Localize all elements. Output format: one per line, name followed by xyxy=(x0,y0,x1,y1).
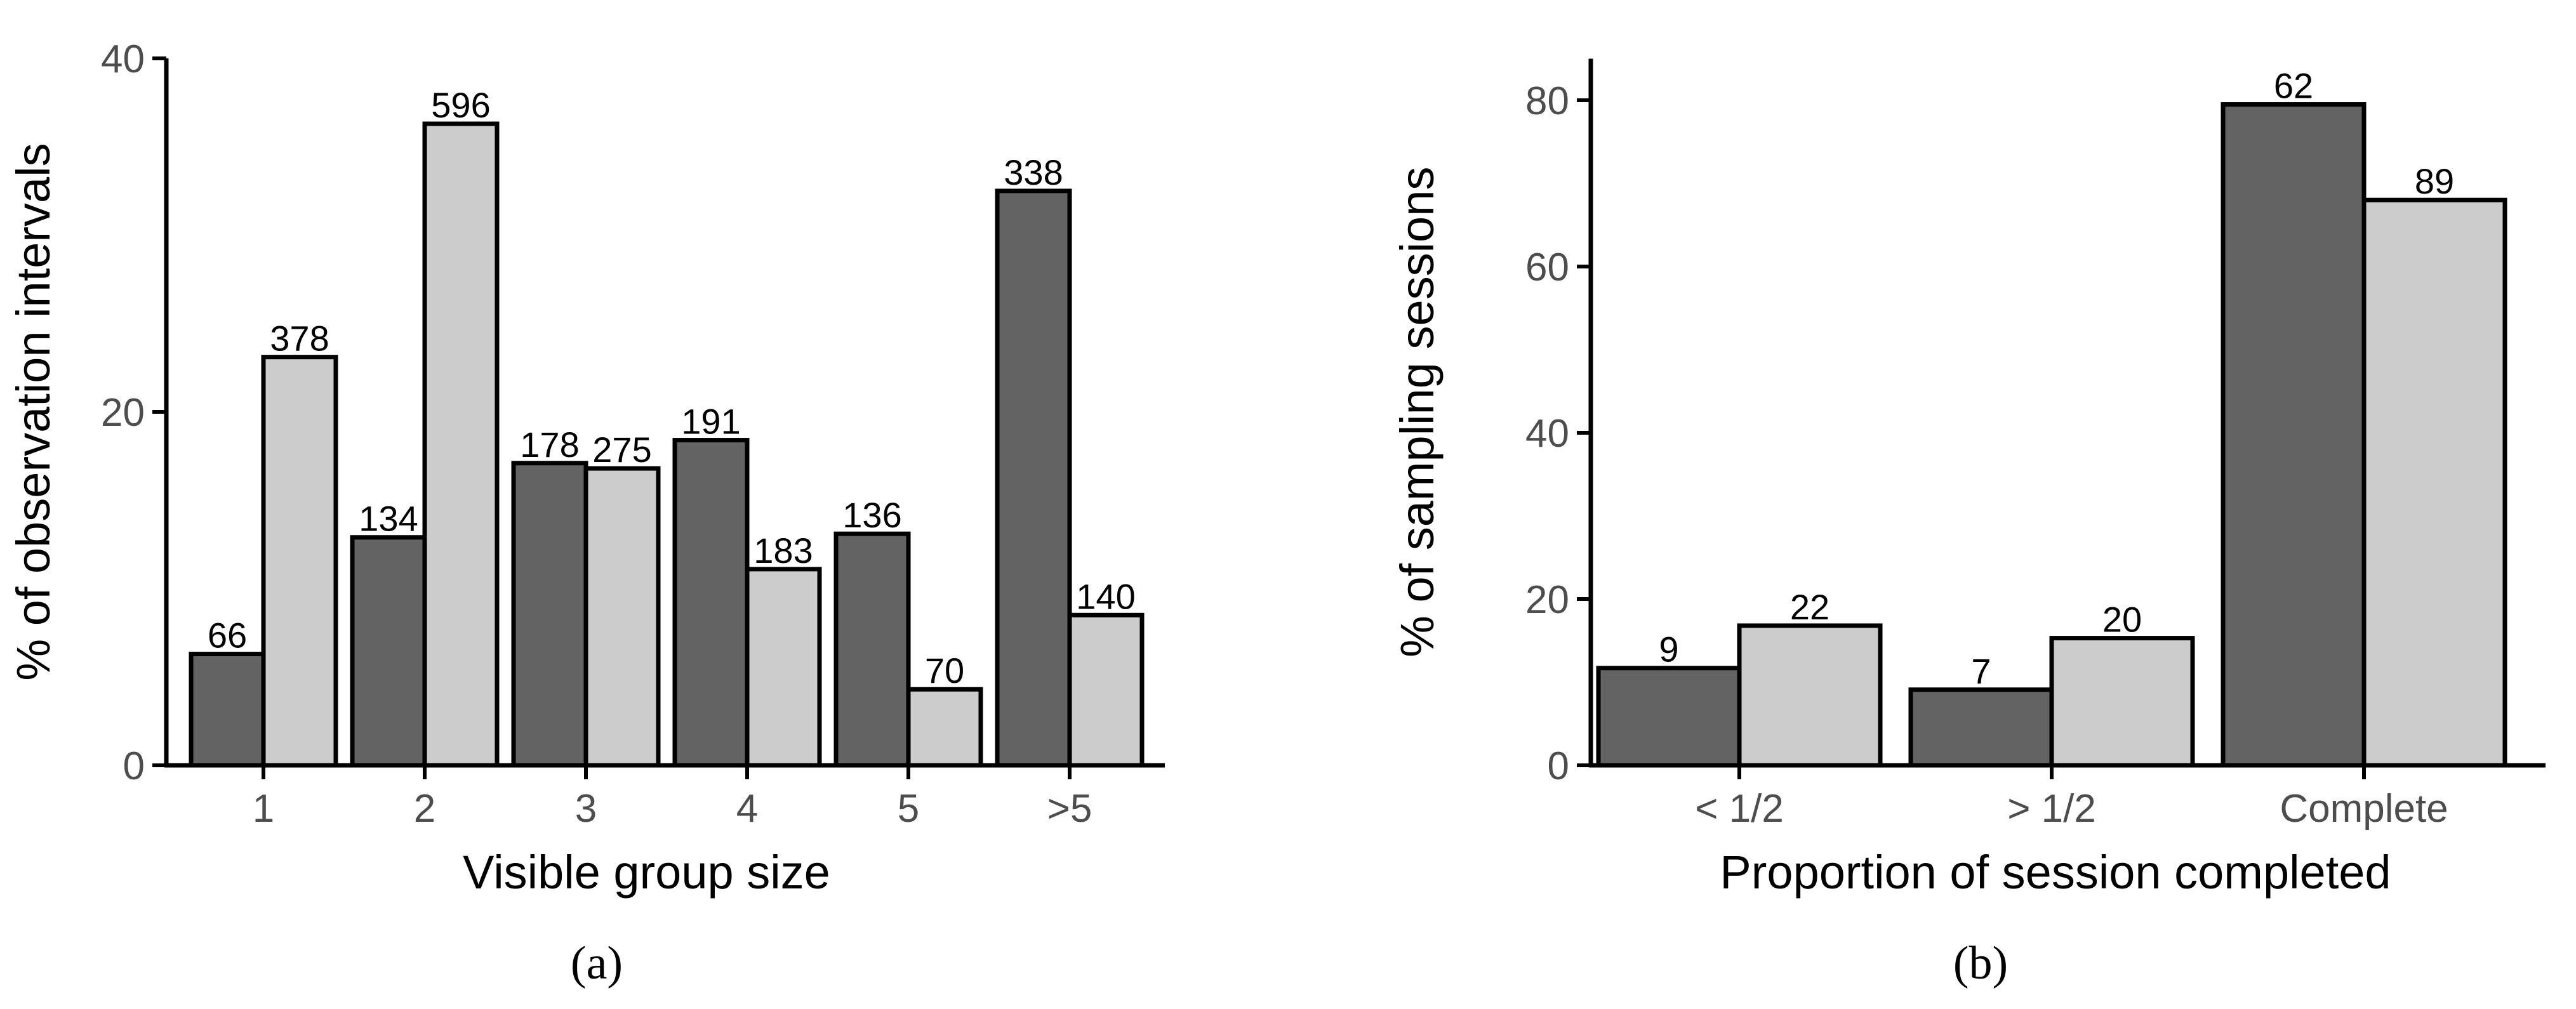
x-tick-label: 1 xyxy=(253,787,274,831)
y-tick-label: 20 xyxy=(1525,578,1569,622)
y-tick-label: 0 xyxy=(1548,744,1569,788)
x-tick-label: 2 xyxy=(414,787,435,831)
bar-dark-1 xyxy=(1908,687,2054,768)
chart-panel-a: 66 378 1 134 596 2 178 275 3 191 183 4 136 70 5 338 140 >… xyxy=(7,37,1165,989)
bar-light-4 xyxy=(906,687,983,768)
data-label: 66 xyxy=(208,616,247,656)
data-label: 191 xyxy=(681,402,740,442)
data-label: 140 xyxy=(1076,576,1135,616)
y-axis-title: % of observation intervals xyxy=(7,143,60,680)
data-label: 136 xyxy=(842,495,901,535)
data-label: 70 xyxy=(925,650,964,690)
bar-dark-1 xyxy=(350,535,427,768)
data-label: 596 xyxy=(431,85,490,125)
y-tick-label: 80 xyxy=(1525,79,1569,123)
x-tick-label: > 1/2 xyxy=(2007,787,2096,831)
data-label: 178 xyxy=(520,425,579,465)
data-label: 7 xyxy=(1971,651,1991,691)
bar-dark-0 xyxy=(1596,666,1742,768)
x-tick-label: 4 xyxy=(736,787,758,831)
y-axis-title: % of sampling sessions xyxy=(1391,167,1444,657)
data-label: 89 xyxy=(2415,161,2454,201)
data-label: 338 xyxy=(1004,152,1063,192)
x-tick-label: < 1/2 xyxy=(1695,787,1784,831)
bar-light-3 xyxy=(745,567,822,768)
x-axis-title: Proportion of session completed xyxy=(1720,846,2391,899)
bar-dark-4 xyxy=(833,531,911,768)
x-tick-label: 3 xyxy=(575,787,597,831)
data-label: 134 xyxy=(359,499,418,539)
bar-dark-2 xyxy=(511,461,588,768)
x-tick-label: >5 xyxy=(1047,787,1092,831)
data-label: 20 xyxy=(2102,600,2142,640)
chart-panel-b: 9 22 < 1/2 7 20 > 1/2 62 89 Complete 0 20 40 60 80 Pro… xyxy=(1391,58,2546,989)
data-label: 9 xyxy=(1659,630,1678,669)
y-tick-label: 0 xyxy=(123,744,145,788)
data-label: 378 xyxy=(270,319,329,359)
bar-light-0 xyxy=(261,355,338,768)
bar-light-0 xyxy=(1737,623,1883,768)
bar-dark-2 xyxy=(2221,102,2367,768)
panel-label: (a) xyxy=(571,937,623,989)
x-tick-label: 5 xyxy=(898,787,919,831)
bar-dark-3 xyxy=(672,438,750,768)
bar-light-2 xyxy=(583,466,661,768)
bar-dark-5 xyxy=(995,188,1072,768)
bar-dark-0 xyxy=(189,652,266,768)
y-tick-label: 40 xyxy=(101,37,145,81)
y-tick-label: 20 xyxy=(101,391,145,435)
bar-light-5 xyxy=(1067,612,1145,768)
y-tick-label: 60 xyxy=(1525,246,1569,289)
data-label: 183 xyxy=(754,531,813,570)
x-tick-label: Complete xyxy=(2280,787,2448,831)
x-axis-title: Visible group size xyxy=(463,846,830,899)
data-label: 275 xyxy=(592,430,651,470)
bar-light-1 xyxy=(2049,636,2195,768)
bar-light-1 xyxy=(422,121,500,768)
y-tick-label: 40 xyxy=(1525,412,1569,456)
bar-light-2 xyxy=(2361,197,2507,768)
data-label: 62 xyxy=(2274,66,2313,106)
data-label: 22 xyxy=(1790,587,1829,627)
panel-label: (b) xyxy=(1953,937,2008,989)
